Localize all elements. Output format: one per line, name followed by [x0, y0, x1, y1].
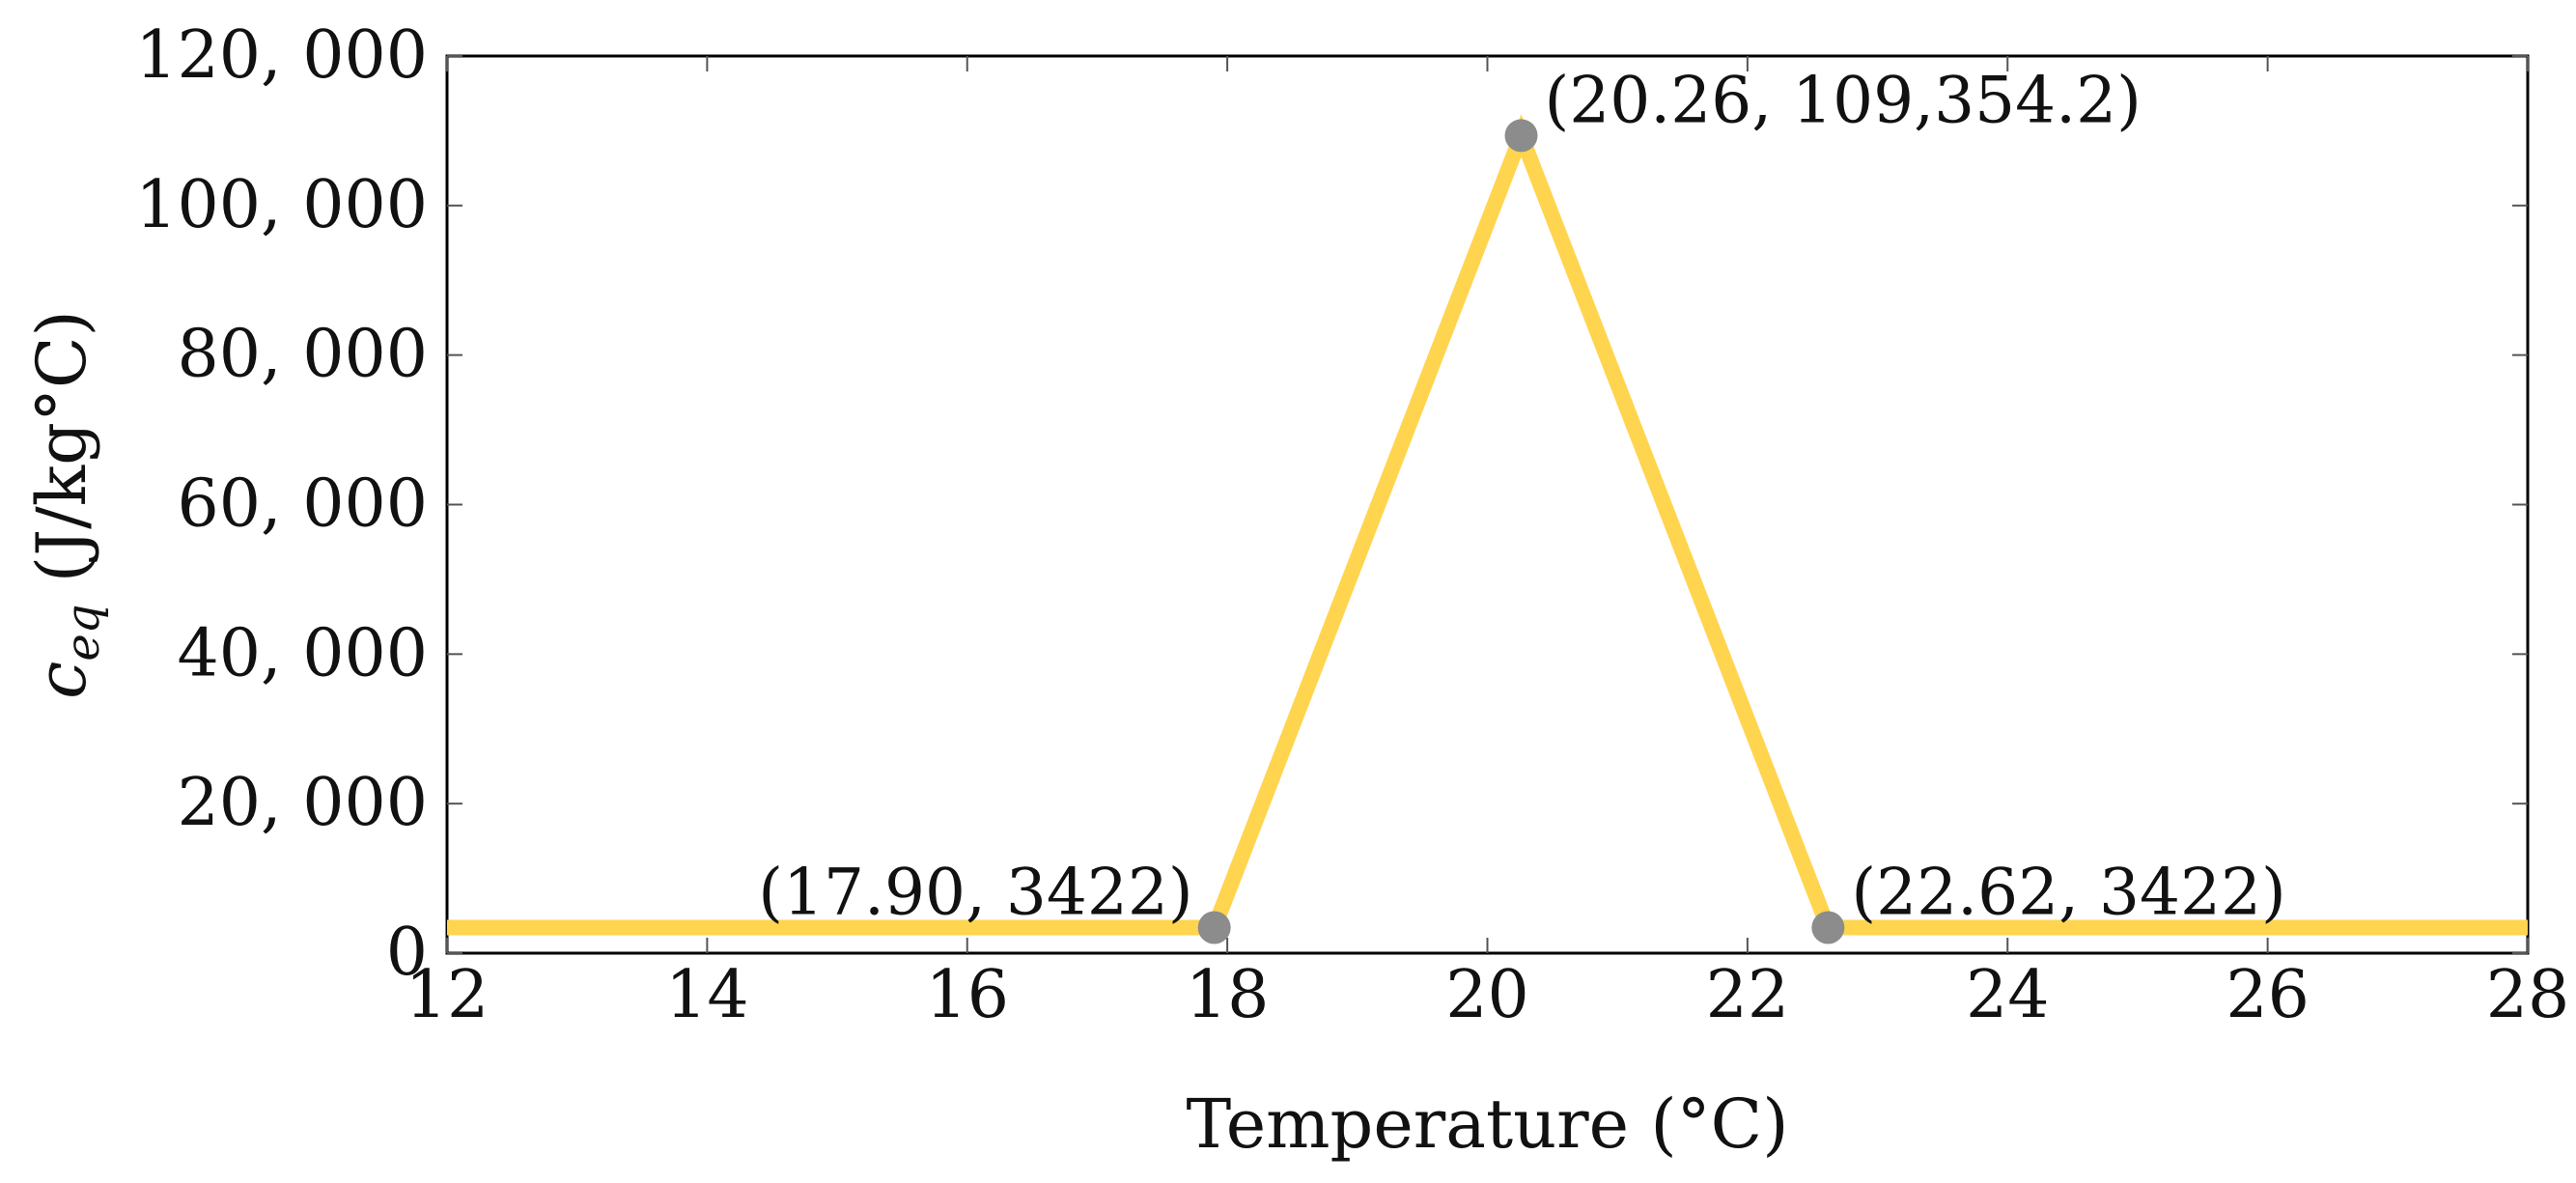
y-tick-label: 60, 000 — [177, 466, 428, 543]
x-tick-label: 24 — [1966, 957, 2050, 1033]
y-tick-label: 80, 000 — [177, 317, 428, 393]
data-point-label: (20.26, 109,354.2) — [1545, 63, 2142, 137]
data-point-marker — [1504, 119, 1538, 153]
x-tick-label: 12 — [406, 957, 490, 1033]
y-axis-label-units: (J/kg°C) — [22, 310, 101, 604]
y-tick-label: 20, 000 — [177, 765, 428, 841]
plot-layer — [445, 54, 2530, 955]
x-tick-label: 28 — [2486, 957, 2570, 1033]
x-tick-label: 26 — [2226, 957, 2310, 1033]
y-axis-label: ceq (J/kg°C) — [22, 310, 110, 699]
label-layer: Temperature (°C) ceq (J/kg°C) — [22, 310, 1789, 1164]
series-line — [447, 114, 2528, 936]
x-tick-label: 16 — [925, 957, 1009, 1033]
plot-frame — [445, 54, 2530, 955]
data-point-label: (22.62, 3422) — [1851, 856, 2285, 930]
y-tick-label: 0 — [386, 915, 428, 991]
data-point-marker — [1197, 911, 1231, 944]
y-axis-label-subscript: eq — [56, 604, 110, 661]
x-tick-label: 18 — [1186, 957, 1270, 1033]
tick-layer: 12 14 16 18 20 22 24 26 28 0 20, 000 40, 000 60, 000… — [135, 17, 2569, 1033]
data-point-label: (17.90, 3422) — [758, 856, 1192, 930]
marker-layer: (17.90, 3422) (20.26, 109,354.2) (22.62, 3… — [758, 63, 2286, 944]
x-tick-label: 20 — [1445, 957, 1529, 1033]
x-tick-label: 14 — [665, 957, 749, 1033]
y-tick-label: 100, 000 — [135, 167, 428, 243]
y-axis-label-symbol: c — [22, 662, 101, 699]
x-tick-label: 22 — [1706, 957, 1790, 1033]
x-axis-label: Temperature (°C) — [1186, 1084, 1788, 1164]
series-layer — [447, 114, 2528, 936]
data-point-marker — [1811, 911, 1845, 944]
y-tick-label: 120, 000 — [135, 17, 428, 94]
y-tick-label: 40, 000 — [177, 615, 428, 691]
